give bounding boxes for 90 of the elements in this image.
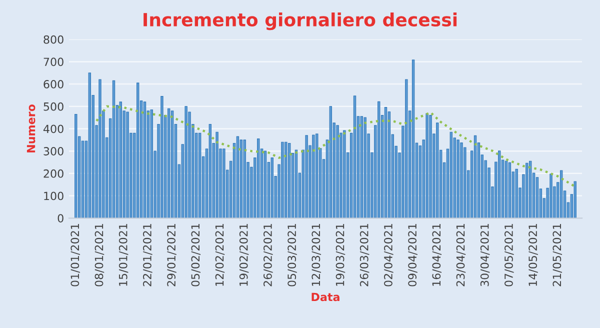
bar xyxy=(168,108,170,218)
bar xyxy=(136,82,140,218)
bar xyxy=(243,140,246,218)
bar xyxy=(574,181,576,218)
bar xyxy=(160,96,164,218)
bar xyxy=(429,115,432,218)
bar xyxy=(264,150,267,218)
x-tick-label: 12/03/2021 xyxy=(312,224,321,286)
chart-title: Incremento giornaliero decessi xyxy=(144,12,457,30)
y-tick-label: 600 xyxy=(44,80,64,88)
bar xyxy=(112,80,116,218)
bar xyxy=(98,79,102,218)
x-tick-label: 02/04/2021 xyxy=(384,224,394,286)
x-tick-label: 09/04/2021 xyxy=(408,224,418,286)
bar xyxy=(498,150,501,218)
x-tick-label: 26/03/2021 xyxy=(360,224,370,286)
bar xyxy=(216,132,218,218)
bar xyxy=(198,132,202,218)
bar xyxy=(353,96,356,218)
x-tick-label: 15/01/2021 xyxy=(118,224,128,286)
bar xyxy=(222,148,226,218)
bar xyxy=(240,140,242,218)
x-tick-label: 05/02/2021 xyxy=(191,224,200,286)
y-axis-title: Numero xyxy=(26,104,36,152)
x-tick-label: 19/02/2021 xyxy=(239,224,249,286)
bar xyxy=(384,107,388,218)
bar xyxy=(426,113,428,218)
bar xyxy=(150,109,153,218)
bar xyxy=(184,106,188,218)
bar xyxy=(126,112,129,218)
bar xyxy=(526,162,528,218)
bar xyxy=(316,134,318,218)
y-tick-label: 400 xyxy=(43,124,64,134)
bar xyxy=(456,140,460,218)
x-tick-label: 01/01/2021 xyxy=(70,224,80,286)
bar xyxy=(360,116,363,218)
bar xyxy=(504,160,508,218)
x-tick-label: 07/05/2021 xyxy=(504,224,514,286)
bar xyxy=(474,135,477,218)
bar xyxy=(405,79,408,218)
bar xyxy=(288,142,291,218)
y-tick-label: 0 xyxy=(58,214,64,222)
y-tick-label: 800 xyxy=(44,35,64,44)
x-axis-title: Data xyxy=(312,292,340,302)
y-tick-label: 700 xyxy=(44,58,64,66)
bar xyxy=(364,117,366,218)
x-tick-label: 08/01/2021 xyxy=(94,224,104,286)
x-tick-label: 21/05/2021 xyxy=(552,224,562,286)
bar xyxy=(88,72,92,218)
x-tick-label: 12/02/2021 xyxy=(215,224,225,286)
bar xyxy=(236,136,240,218)
bar xyxy=(343,130,346,218)
bar xyxy=(515,168,518,218)
x-tick-label: 05/03/2021 xyxy=(288,224,297,286)
bar xyxy=(208,124,212,218)
bar xyxy=(336,125,339,218)
x-tick-label: 22/01/2021 xyxy=(143,224,152,286)
bar xyxy=(74,114,78,218)
line-series xyxy=(95,105,576,188)
x-tick-label: 14/05/2021 xyxy=(528,224,538,286)
bar xyxy=(388,111,391,218)
bar xyxy=(329,106,332,218)
bar xyxy=(436,122,439,218)
bar xyxy=(270,158,274,218)
bar xyxy=(143,102,146,218)
bar xyxy=(460,142,463,218)
bar xyxy=(378,101,380,218)
y-tick-label: 200 xyxy=(44,169,64,178)
x-tick-label: 16/04/2021 xyxy=(432,224,442,286)
x-tick-label: 19/03/2021 xyxy=(336,224,346,286)
bar xyxy=(284,142,288,218)
bar xyxy=(560,170,563,218)
x-tick-label: 30/04/2021 xyxy=(480,224,490,286)
x-tick-label: 23/04/2021 xyxy=(456,224,466,286)
bar xyxy=(119,102,122,218)
bar xyxy=(508,162,512,218)
bar xyxy=(257,138,260,218)
y-tick-label: 300 xyxy=(44,147,64,156)
bar xyxy=(170,110,174,218)
bar xyxy=(412,60,415,218)
bar xyxy=(312,134,315,218)
bar xyxy=(281,142,284,218)
y-tick-label: 500 xyxy=(44,102,64,111)
y-tick-label: 100 xyxy=(44,192,64,200)
bar xyxy=(305,135,308,218)
bar xyxy=(294,150,298,218)
bar xyxy=(550,174,552,218)
x-tick-label: 29/01/2021 xyxy=(167,224,176,286)
x-tick-label: 26/02/2021 xyxy=(264,224,273,286)
bar xyxy=(450,132,453,218)
